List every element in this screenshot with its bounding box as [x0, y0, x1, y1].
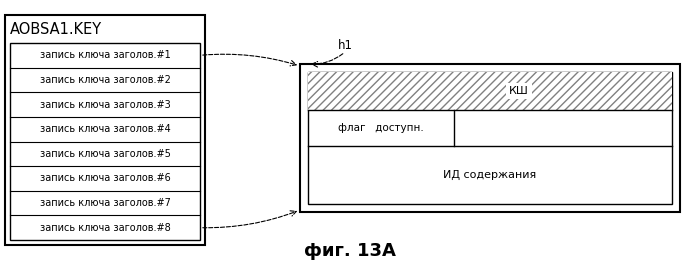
Text: запись ключа заголов.#6: запись ключа заголов.#6 [40, 174, 170, 183]
Text: КШ: КШ [510, 86, 529, 96]
Bar [308, 72, 672, 204]
Text: запись ключа заголов.#2: запись ключа заголов.#2 [40, 75, 170, 85]
Text: фиг. 13А: фиг. 13А [304, 242, 396, 260]
Text: запись ключа заголов.#8: запись ключа заголов.#8 [40, 223, 170, 233]
Text: ИД содержания: ИД содержания [443, 170, 537, 180]
Bar [300, 64, 680, 212]
Bar [5, 15, 205, 245]
Text: AOBSA1.KEY: AOBSA1.KEY [10, 22, 102, 37]
Text: запись ключа заголов.#4: запись ключа заголов.#4 [40, 124, 170, 134]
Text: запись ключа заголов.#3: запись ключа заголов.#3 [40, 100, 170, 109]
Bar [308, 72, 672, 110]
Text: запись ключа заголов.#5: запись ключа заголов.#5 [40, 149, 170, 159]
Text: флаг   доступн.: флаг доступн. [338, 123, 424, 133]
Bar [10, 43, 200, 240]
Text: h1: h1 [338, 39, 352, 52]
Text: запись ключа заголов.#1: запись ключа заголов.#1 [40, 50, 170, 60]
Text: запись ключа заголов.#7: запись ключа заголов.#7 [40, 198, 170, 208]
